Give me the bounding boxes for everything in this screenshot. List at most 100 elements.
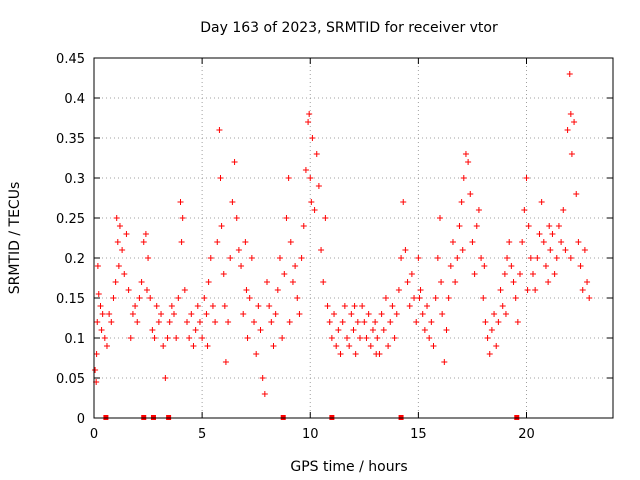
data-point	[212, 319, 219, 325]
data-point	[160, 343, 167, 349]
data-point	[459, 247, 466, 253]
data-point	[499, 303, 506, 309]
data-point	[253, 351, 260, 357]
data-point	[268, 319, 275, 325]
plot-frame	[93, 57, 614, 419]
data-point	[320, 279, 327, 285]
data-point	[326, 319, 333, 325]
data-point	[203, 311, 210, 317]
data-point	[460, 175, 467, 181]
data-point	[567, 255, 574, 261]
data-point	[194, 303, 201, 309]
data-point	[233, 215, 240, 221]
data-point	[527, 255, 534, 261]
data-point	[229, 199, 236, 205]
data-point	[115, 263, 122, 269]
data-point	[147, 295, 154, 301]
data-point	[225, 319, 232, 325]
data-point	[235, 247, 242, 253]
y-tick-label: 0.4	[64, 92, 85, 107]
data-point	[417, 287, 424, 293]
data-point	[289, 279, 296, 285]
data-point	[434, 255, 441, 261]
x-tick-labels: 0 5 10 15 20	[90, 427, 535, 442]
data-point	[251, 319, 258, 325]
chart-title: Day 163 of 2023, SRMTID for receiver vto…	[200, 20, 498, 36]
data-point	[491, 311, 498, 317]
data-point	[311, 207, 318, 213]
data-point	[272, 311, 279, 317]
data-point	[324, 303, 331, 309]
data-point	[285, 175, 292, 181]
data-point	[458, 199, 465, 205]
data-point	[495, 319, 502, 325]
data-point	[306, 111, 313, 117]
data-point	[432, 295, 439, 301]
data-point	[270, 343, 277, 349]
data-point	[205, 279, 212, 285]
x-tick-label: 5	[198, 427, 206, 442]
data-point	[501, 271, 508, 277]
data-point	[94, 263, 101, 269]
data-point	[467, 191, 474, 197]
data-point	[94, 319, 101, 325]
data-point	[344, 335, 351, 341]
data-point	[217, 175, 224, 181]
data-point	[437, 215, 443, 221]
data-point	[209, 303, 216, 309]
data-point	[447, 263, 454, 269]
data-point	[586, 295, 593, 301]
data-point	[567, 111, 574, 117]
data-point	[99, 311, 106, 317]
data-point	[454, 255, 461, 261]
data-point	[302, 167, 309, 173]
data-point	[286, 319, 293, 325]
y-tick-label: 0.2	[64, 252, 85, 267]
data-point	[449, 239, 456, 245]
data-point	[281, 271, 288, 277]
data-point	[525, 223, 532, 229]
data-point	[359, 303, 366, 309]
data-point	[164, 335, 171, 341]
data-point	[445, 295, 452, 301]
data-point	[166, 319, 173, 325]
data-point	[92, 367, 99, 373]
data-point	[514, 319, 521, 325]
data-point	[294, 295, 301, 301]
data-point	[346, 343, 353, 349]
data-point	[101, 335, 108, 341]
data-point	[309, 135, 316, 141]
data-point	[138, 279, 145, 285]
data-point	[106, 311, 113, 317]
data-point	[231, 159, 238, 165]
data-point	[305, 119, 312, 125]
data-point	[315, 183, 322, 189]
data-point	[482, 319, 489, 325]
data-point	[292, 263, 299, 269]
data-point	[97, 303, 104, 309]
data-point	[484, 335, 491, 341]
data-point	[510, 279, 517, 285]
data-point	[328, 335, 335, 341]
y-tick-label: 0.35	[56, 132, 85, 147]
data-point	[322, 215, 329, 221]
data-point	[372, 319, 379, 325]
data-point	[517, 271, 524, 277]
data-point	[243, 287, 250, 293]
data-point	[259, 375, 266, 381]
data-point	[121, 271, 128, 277]
data-point	[222, 359, 229, 365]
x-axis-label: GPS time / hours	[290, 459, 407, 475]
data-point	[462, 151, 469, 157]
data-point	[93, 351, 100, 357]
data-point	[380, 327, 387, 333]
data-point	[308, 199, 315, 205]
data-point	[424, 303, 431, 309]
data-point	[351, 303, 358, 309]
data-point	[546, 223, 553, 229]
data-point	[382, 295, 389, 301]
data-point	[255, 303, 262, 309]
data-point	[114, 239, 121, 245]
data-point	[188, 311, 195, 317]
data-point	[532, 287, 539, 293]
